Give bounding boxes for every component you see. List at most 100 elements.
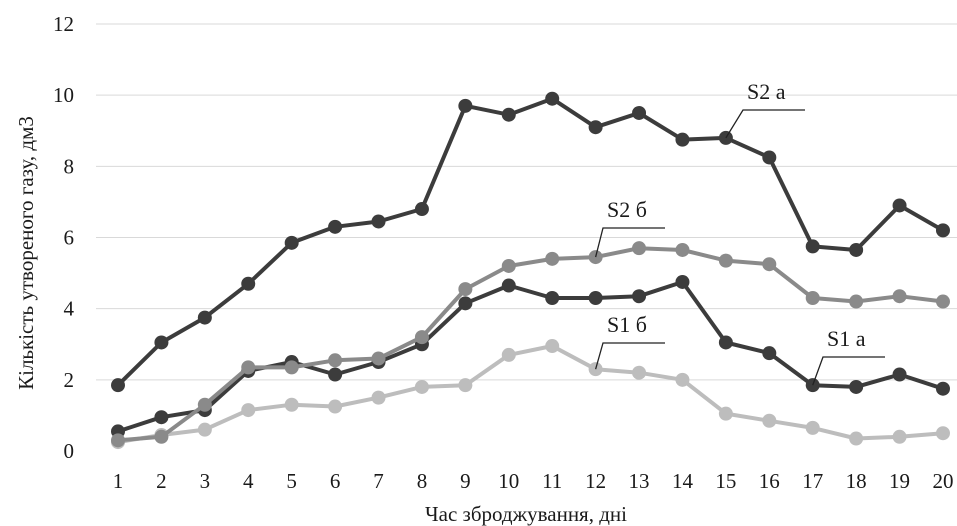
data-point [501, 107, 516, 122]
data-point [632, 241, 647, 256]
data-point [588, 290, 603, 305]
data-point [632, 289, 647, 304]
data-point [458, 282, 473, 297]
series-2 [111, 241, 950, 448]
x-axis-ticks: 1 2 3 4 5 6 7 8 9 10 11 12 13 14 15 16 17 18 19 20 [113, 469, 954, 493]
data-point [371, 351, 386, 366]
data-point [718, 406, 733, 421]
x-tick-label: 20 [932, 469, 953, 493]
data-point [414, 202, 429, 217]
data-point [241, 360, 256, 375]
y-axis-ticks: 0 2 4 6 8 10 12 [53, 12, 75, 463]
data-point [371, 214, 386, 229]
series-label: S1 а [827, 326, 866, 351]
data-point [284, 360, 299, 375]
data-point [328, 219, 343, 234]
x-tick-label: 18 [846, 469, 867, 493]
data-point [241, 403, 256, 418]
x-tick-label: 6 [330, 469, 341, 493]
series-label: S2 б [607, 197, 647, 222]
x-tick-label: 13 [629, 469, 650, 493]
series-3 [111, 274, 950, 439]
data-point [111, 433, 125, 448]
x-tick-label: 3 [200, 469, 211, 493]
data-point [197, 397, 212, 412]
x-tick-label: 4 [243, 469, 254, 493]
series-label: S2 а [747, 79, 786, 104]
data-point [805, 239, 820, 254]
data-point [545, 290, 560, 305]
x-tick-label: 9 [460, 469, 471, 493]
y-tick-label: 4 [64, 297, 75, 321]
data-point [284, 235, 299, 250]
data-point [805, 290, 820, 305]
data-point [892, 367, 907, 382]
series-callouts: S2 а S2 б S1 а S1 б [594, 79, 885, 386]
series-4 [111, 339, 950, 450]
x-tick-label: 8 [417, 469, 428, 493]
data-point [588, 120, 603, 135]
data-point [632, 365, 647, 380]
data-point [892, 429, 907, 444]
data-point [632, 105, 647, 120]
series-line [116, 344, 945, 445]
x-tick-label: 5 [286, 469, 297, 493]
series-line [116, 96, 945, 388]
x-tick-label: 17 [802, 469, 823, 493]
data-point [762, 346, 777, 361]
data-point [458, 378, 473, 393]
x-tick-label: 14 [672, 469, 694, 493]
data-point [545, 251, 560, 266]
data-point [328, 367, 343, 382]
y-tick-label: 8 [64, 154, 75, 178]
data-point [935, 426, 950, 441]
data-point [675, 372, 690, 387]
callout-leader [812, 356, 885, 386]
data-point [328, 399, 343, 414]
x-axis-title: Час зброджування, дні [425, 502, 627, 526]
data-point [458, 98, 473, 113]
data-point [501, 347, 516, 362]
data-point [762, 413, 777, 428]
data-point [892, 289, 907, 304]
data-point [197, 310, 212, 325]
series-lines [111, 91, 950, 450]
data-point [849, 431, 864, 446]
callout-leader [594, 342, 665, 370]
series-1 [111, 91, 950, 393]
data-point [935, 294, 950, 309]
y-tick-label: 10 [53, 83, 74, 107]
callout-leader [594, 227, 665, 258]
series-line [116, 280, 945, 434]
data-point [545, 339, 560, 354]
data-point [935, 381, 950, 396]
data-point [545, 91, 560, 106]
data-point [501, 258, 516, 273]
series-label: S1 б [607, 312, 647, 337]
x-tick-label: 12 [585, 469, 606, 493]
data-point [849, 379, 864, 394]
data-point [414, 330, 429, 345]
data-point [458, 296, 473, 311]
data-point [805, 420, 820, 435]
data-point [328, 353, 343, 368]
x-tick-label: 16 [759, 469, 780, 493]
y-tick-label: 2 [64, 368, 75, 392]
data-point [935, 223, 950, 238]
data-point [849, 242, 864, 257]
data-point [892, 198, 907, 213]
data-point [501, 278, 516, 293]
x-tick-label: 1 [113, 469, 124, 493]
data-point [154, 429, 169, 444]
data-point [154, 410, 169, 425]
callout-leader [725, 109, 805, 139]
x-tick-label: 10 [498, 469, 519, 493]
data-point [718, 335, 733, 350]
data-point [718, 253, 733, 268]
data-point [241, 276, 256, 291]
data-point [154, 335, 169, 350]
x-tick-label: 15 [715, 469, 736, 493]
data-point [284, 397, 299, 412]
data-point [371, 390, 386, 405]
